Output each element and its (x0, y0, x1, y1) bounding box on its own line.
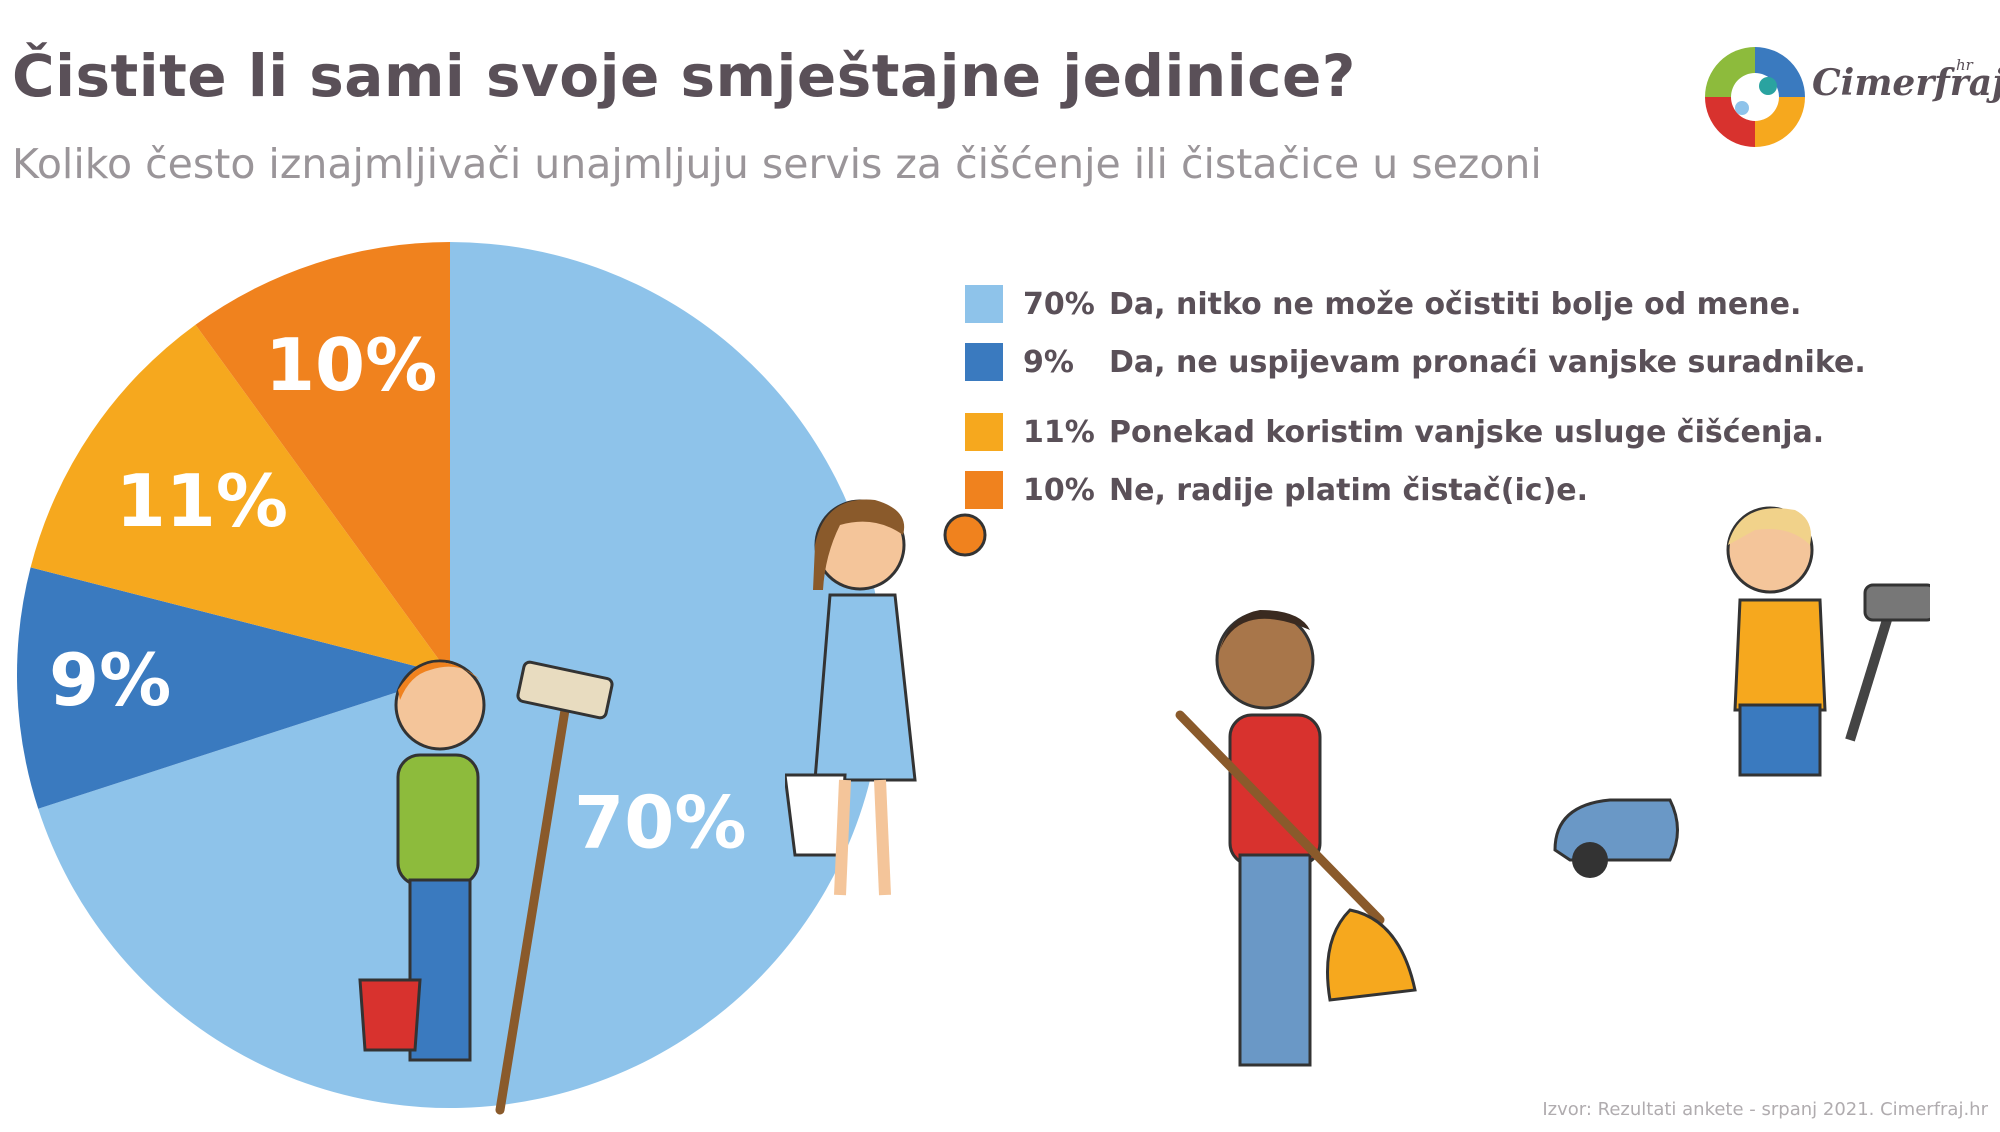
legend-swatch (965, 343, 1003, 381)
legend-item: 9% Da, ne uspijevam pronaći vanjske sura… (965, 343, 1866, 381)
legend-percent: 11% (1023, 414, 1095, 450)
slice-data-label: 11% (116, 459, 288, 543)
boy-with-mop-illustration (1175, 610, 1417, 1067)
source-note: Izvor: Rezultati ankete - srpanj 2021. C… (1542, 1099, 1988, 1120)
legend-label: Da, ne uspijevam pronaći vanjske suradni… (1109, 344, 1866, 380)
boy-with-broom-illustration (358, 659, 614, 1115)
legend-swatch (965, 413, 1003, 451)
legend-percent: 70% (1023, 286, 1095, 322)
chart-subtitle: Koliko često iznajmljivači unajmljuju se… (12, 140, 1542, 188)
legend-swatch (965, 285, 1003, 323)
legend-label: Ponekad koristim vanjske usluge čišćenja… (1109, 414, 1825, 450)
slice-data-label: 10% (265, 323, 437, 407)
slice-data-label: 70% (574, 780, 746, 864)
logo-suffix: hr (1956, 56, 1973, 74)
girl-cleaning-illustration (785, 499, 987, 896)
logo-emblem-icon (1705, 47, 1805, 147)
chart-title: Čistite li sami svoje smještajne jedinic… (12, 42, 1356, 110)
legend-percent: 10% (1023, 472, 1095, 508)
legend-item: 10% Ne, radije platim čistač(ic)e. (965, 471, 1588, 509)
pie-slice (30, 324, 451, 675)
legend-label: Ne, radije platim čistač(ic)e. (1109, 472, 1589, 508)
cimerfraj-logo: Cimerfraj hr (1700, 42, 2000, 152)
slice-data-label: 9% (49, 638, 171, 722)
legend-label: Da, nitko ne može očistiti bolje od mene… (1109, 286, 1802, 322)
pie-slice (195, 242, 450, 675)
logo-wordmark: Cimerfraj (1812, 62, 2000, 104)
legend-percent: 9% (1023, 344, 1074, 380)
legend-item: 70% Da, nitko ne može očistiti bolje od … (965, 285, 1801, 323)
legend-item: 11% Ponekad koristim vanjske usluge čišć… (965, 413, 1824, 451)
pie-slice (17, 567, 451, 809)
boy-with-vacuum-illustration (1553, 506, 1930, 878)
legend-swatch (965, 471, 1003, 509)
